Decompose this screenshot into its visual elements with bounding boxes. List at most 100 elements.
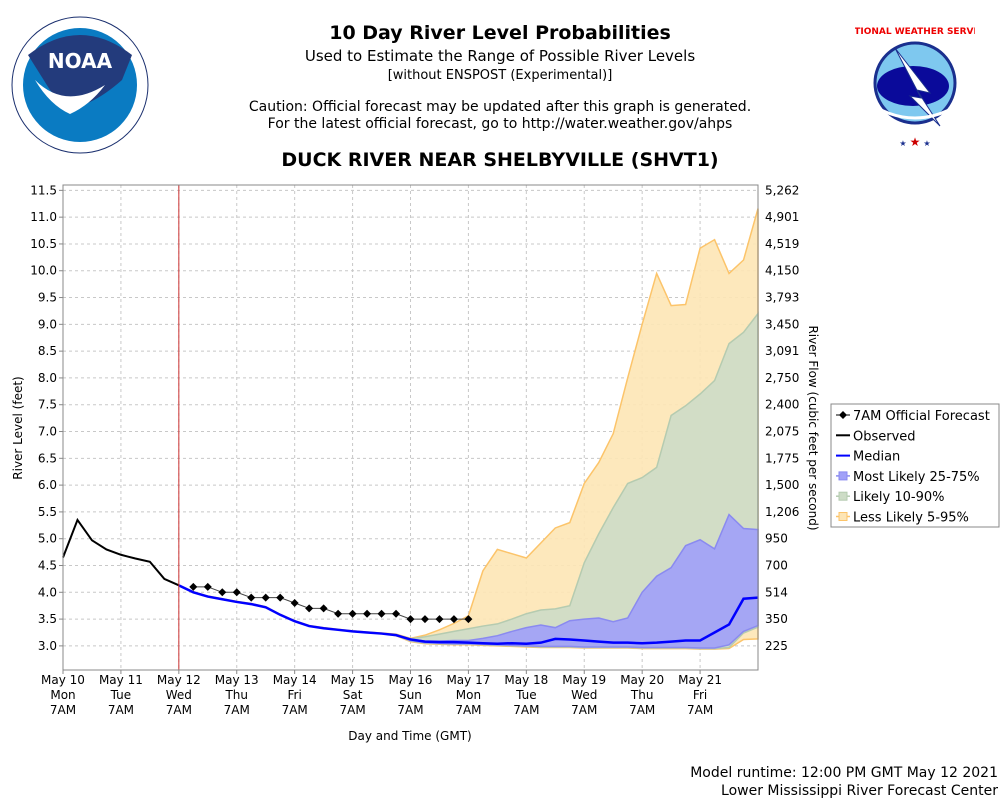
forecast-point xyxy=(392,609,401,618)
forecast-point xyxy=(261,593,270,602)
x-tick-label-time: 7AM xyxy=(513,703,539,717)
forecast-point xyxy=(406,615,415,624)
y-tick-label: 4.5 xyxy=(38,558,57,572)
legend-box xyxy=(830,403,1000,528)
station-name: DUCK RIVER NEAR SHELBYVILLE (SHVT1) xyxy=(281,149,719,171)
forecast-point xyxy=(276,593,285,602)
y-right-tick-label: 4,150 xyxy=(765,264,799,278)
observed-line xyxy=(62,517,180,587)
y-right-tick-label: 4,901 xyxy=(765,210,799,224)
x-tick-label-day: Wed xyxy=(571,688,597,702)
x-tick-label-day: Mon xyxy=(456,688,481,702)
x-tick-label-date: May 14 xyxy=(273,673,317,687)
legend-label: 7AM Official Forecast xyxy=(853,409,990,424)
x-tick-label-date: May 11 xyxy=(99,673,143,687)
y-tick-label: 7.5 xyxy=(38,398,57,412)
y-right-tick-label: 1,775 xyxy=(765,451,799,465)
x-tick-label-date: May 20 xyxy=(620,673,664,687)
legend-band-swatch xyxy=(838,491,848,501)
x-tick-label-day: Sun xyxy=(399,688,422,702)
x-tick-label-date: May 15 xyxy=(331,673,375,687)
y-tick-label: 5.0 xyxy=(38,532,57,546)
y-right-tick-label: 2,400 xyxy=(765,398,799,412)
x-tick-label-time: 7AM xyxy=(455,703,481,717)
x-tick-label-date: May 16 xyxy=(389,673,433,687)
x-axis-label: Day and Time (GMT) xyxy=(348,729,471,743)
x-tick-label-date: May 12 xyxy=(157,673,201,687)
forecast-point xyxy=(203,582,212,591)
x-tick-label-day: Wed xyxy=(166,688,192,702)
x-tick-label-day: Tue xyxy=(515,688,537,702)
forecast-point xyxy=(363,609,372,618)
x-tick-label-time: 7AM xyxy=(629,703,655,717)
nws-logo: ★ ★ ★ NATIONAL WEATHER SERVICE xyxy=(855,27,975,149)
y-right-tick-label: 350 xyxy=(765,612,788,626)
y-right-axis-label: River Flow (cubic feet per second) xyxy=(806,325,820,530)
legend-label: Observed xyxy=(853,429,916,444)
y-right-tick-label: 3,793 xyxy=(765,291,799,305)
y-right-tick-label: 950 xyxy=(765,532,788,546)
x-tick-label-date: May 17 xyxy=(446,673,490,687)
x-tick-label-day: Sat xyxy=(343,688,363,702)
forecast-point xyxy=(464,615,473,624)
model-runtime: Model runtime: 12:00 PM GMT May 12 2021 xyxy=(690,765,998,781)
legend-label: Likely 10-90% xyxy=(853,490,944,505)
forecast-point xyxy=(334,609,343,618)
legend-label: Median xyxy=(853,450,900,465)
y-right-tick-label: 4,519 xyxy=(765,237,799,251)
forecast-center: Lower Mississippi River Forecast Center xyxy=(721,783,998,799)
x-tick-label-day: Fri xyxy=(288,688,302,702)
x-tick-label-day: Thu xyxy=(630,688,654,702)
y-tick-label: 10.5 xyxy=(30,237,57,251)
nws-logo-text: NATIONAL WEATHER SERVICE xyxy=(855,27,975,37)
forecast-point xyxy=(189,582,198,591)
y-right-tick-label: 514 xyxy=(765,585,788,599)
y-tick-label: 11.5 xyxy=(30,183,57,197)
y-right-tick-label: 1,500 xyxy=(765,478,799,492)
y-tick-label: 6.5 xyxy=(38,451,57,465)
y-right-tick-label: 225 xyxy=(765,639,788,653)
chart-title: 10 Day River Level Probabilities xyxy=(329,22,671,44)
legend-label: Most Likely 25-75% xyxy=(853,470,980,485)
x-tick-label-day: Thu xyxy=(224,688,248,702)
forecast-point xyxy=(377,609,386,618)
legend-band-swatch xyxy=(838,512,848,521)
legend-band-swatch xyxy=(838,471,848,481)
y-tick-label: 8.0 xyxy=(38,371,57,385)
y-axis-label: River Level (feet) xyxy=(11,376,25,479)
y-tick-label: 4.0 xyxy=(38,585,57,599)
median-line xyxy=(178,584,759,645)
x-tick-label-time: 7AM xyxy=(166,703,192,717)
forecast-point xyxy=(348,609,357,618)
y-tick-label: 8.5 xyxy=(38,344,57,358)
forecast-point xyxy=(449,615,458,624)
x-tick-label-date: May 18 xyxy=(504,673,548,687)
x-tick-label-time: 7AM xyxy=(339,703,365,717)
x-tick-label-date: May 13 xyxy=(215,673,259,687)
y-tick-label: 7.0 xyxy=(38,425,57,439)
x-tick-label-date: May 19 xyxy=(562,673,606,687)
x-tick-label-time: 7AM xyxy=(282,703,308,717)
forecast-point xyxy=(420,615,429,624)
x-tick-label-day: Fri xyxy=(693,688,707,702)
y-tick-label: 11.0 xyxy=(30,210,57,224)
x-tick-label-time: 7AM xyxy=(108,703,134,717)
y-tick-label: 9.5 xyxy=(38,291,57,305)
svg-text:★: ★ xyxy=(923,139,930,148)
legend-forecast-marker xyxy=(839,411,847,419)
noaa-logo-text: NOAA xyxy=(48,49,113,73)
forecast-point xyxy=(218,588,227,597)
y-right-tick-label: 1,206 xyxy=(765,505,799,519)
x-tick-label-day: Mon xyxy=(50,688,75,702)
y-right-tick-label: 5,262 xyxy=(765,183,799,197)
y-right-tick-label: 3,091 xyxy=(765,344,799,358)
forecast-point xyxy=(247,593,256,602)
forecast-point xyxy=(319,604,328,613)
x-tick-label-time: 7AM xyxy=(224,703,250,717)
y-tick-label: 10.0 xyxy=(30,264,57,278)
svg-text:★: ★ xyxy=(910,135,921,149)
forecast-point xyxy=(435,615,444,624)
y-right-tick-label: 700 xyxy=(765,558,788,572)
